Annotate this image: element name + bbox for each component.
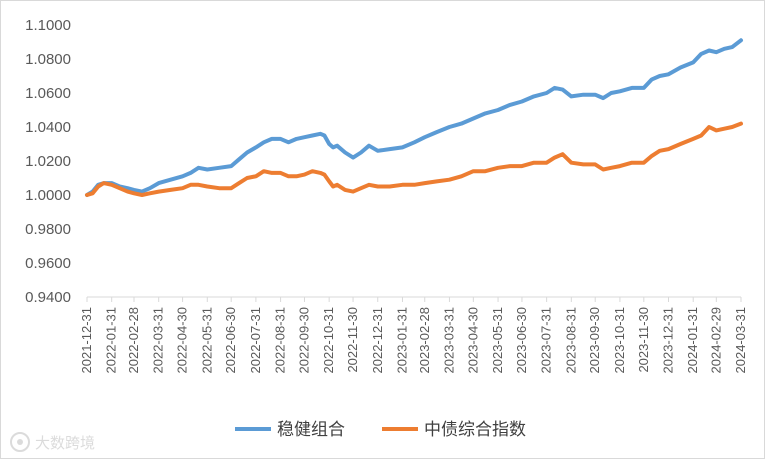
x-tick-label: 2023-08-31 [563,307,578,374]
x-axis-labels: 2021-12-31 2022-01-31 2022-02-28 2022-03-31… [79,307,748,374]
x-tick-label: 2023-10-31 [612,307,627,374]
x-tick-label: 2024-01-31 [685,307,700,374]
watermark: 大数跨境 [9,429,119,455]
x-tick-label: 2023-11-30 [636,307,651,373]
y-tick-label: 1.0400 [25,119,71,136]
legend-label: 中债综合指数 [424,420,526,440]
watermark-text: 大数跨境 [35,434,95,452]
x-axis-ticks [86,297,742,302]
x-tick-label: 2022-09-30 [296,307,311,374]
x-tick-label: 2021-12-31 [79,307,94,374]
y-tick-label: 0.9800 [25,221,71,238]
x-tick-label: 2023-09-30 [587,307,602,374]
x-tick-label: 2022-11-30 [345,307,360,373]
x-tick-label: 2022-04-30 [175,307,190,374]
x-tick-label: 2022-10-31 [321,307,336,374]
y-tick-label: 1.0200 [25,153,71,170]
series-line-1 [85,38,743,197]
y-tick-label: 1.1000 [25,17,71,34]
legend: 稳健组合 中债综合指数 [235,420,526,440]
series-line-2 [85,121,743,197]
y-tick-label: 1.0000 [25,187,71,204]
x-tick-label: 2023-07-31 [539,307,554,374]
x-tick-label: 2022-03-31 [151,307,166,374]
x-tick-label: 2023-02-28 [417,307,432,374]
x-tick-label: 2023-12-31 [661,307,676,374]
y-tick-label: 1.0800 [25,51,71,68]
y-axis-labels: 0.9400 0.9600 0.9800 1.0000 1.0200 1.0400 1.06… [25,17,71,306]
x-tick-label: 2022-01-31 [104,307,119,374]
x-tick-label: 2023-03-31 [441,307,456,374]
x-tick-label: 2024-02-29 [708,307,723,374]
y-tick-label: 0.9400 [25,289,71,306]
x-tick-label: 2022-07-31 [248,307,263,374]
x-tick-label: 2022-02-28 [126,307,141,374]
x-tick-label: 2022-05-31 [199,307,214,374]
y-tick-label: 1.0600 [25,85,71,102]
x-tick-label: 2022-08-31 [273,307,288,374]
y-tick-label: 0.9600 [25,255,71,272]
series-lines [85,38,743,197]
x-tick-label: 2024-03-31 [733,307,748,374]
x-tick-label: 2023-06-30 [514,307,529,374]
x-tick-label: 2023-05-31 [490,307,505,374]
x-tick-label: 2023-04-30 [465,307,480,374]
watermark-logo-icon [10,432,30,452]
x-tick-label: 2023-01-31 [394,307,409,374]
legend-label: 稳健组合 [277,420,345,440]
x-tick-label: 2022-06-30 [223,307,238,374]
x-tick-label: 2022-12-31 [370,307,385,374]
